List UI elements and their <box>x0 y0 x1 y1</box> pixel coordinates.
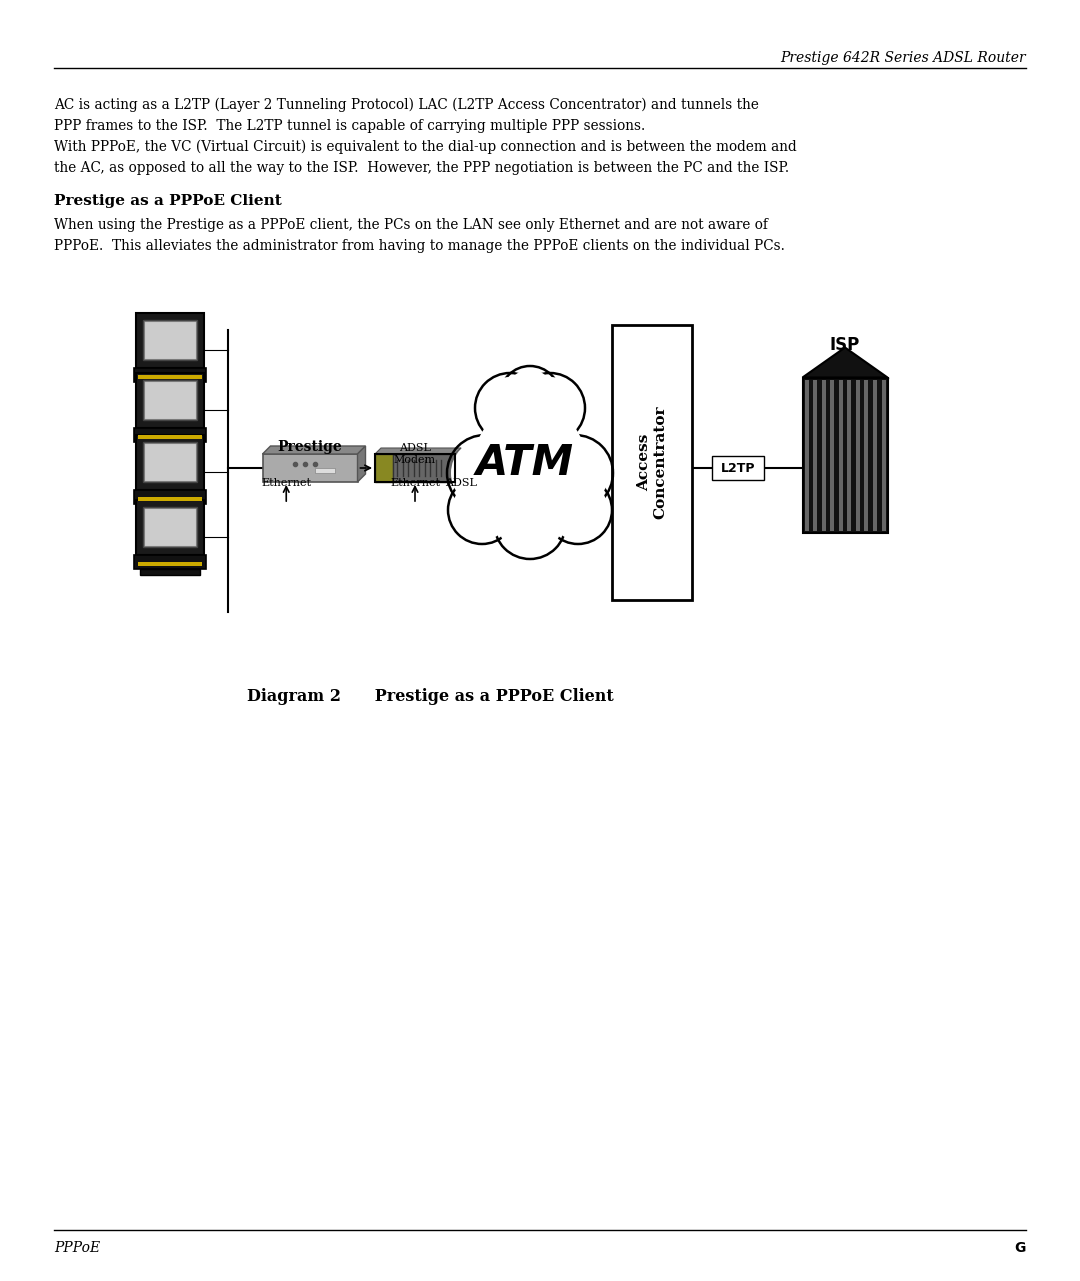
Bar <box>144 322 195 359</box>
Bar <box>822 379 825 530</box>
Bar <box>805 379 809 530</box>
Bar <box>315 468 335 473</box>
Circle shape <box>475 373 545 443</box>
Text: ADSL: ADSL <box>445 478 477 488</box>
Circle shape <box>548 480 608 541</box>
Circle shape <box>494 487 566 559</box>
Bar <box>375 453 455 482</box>
Bar <box>134 368 206 382</box>
Circle shape <box>482 410 578 506</box>
Bar <box>134 489 206 503</box>
Bar <box>839 379 842 530</box>
Circle shape <box>451 439 519 507</box>
Polygon shape <box>375 448 461 453</box>
Bar <box>873 379 877 530</box>
Bar <box>140 503 200 510</box>
Bar <box>831 379 834 530</box>
Text: L2TP: L2TP <box>720 461 755 474</box>
Circle shape <box>447 436 523 511</box>
Text: ATM: ATM <box>476 442 573 484</box>
Bar <box>143 507 197 547</box>
Bar <box>612 325 692 600</box>
Bar <box>140 382 200 387</box>
FancyBboxPatch shape <box>136 373 204 428</box>
Bar <box>144 380 195 419</box>
Circle shape <box>519 377 581 439</box>
Text: PPPoE.  This alleviates the administrator from having to manage the PPPoE client: PPPoE. This alleviates the administrator… <box>54 240 785 254</box>
Circle shape <box>544 477 612 544</box>
Bar <box>138 497 202 501</box>
Text: Access
Concentrator: Access Concentrator <box>637 406 667 519</box>
Bar <box>144 509 195 546</box>
Text: the AC, as opposed to all the way to the ISP.  However, the PPP negotiation is b: the AC, as opposed to all the way to the… <box>54 161 789 175</box>
FancyBboxPatch shape <box>136 500 204 555</box>
Circle shape <box>448 477 516 544</box>
Bar <box>813 379 818 530</box>
FancyBboxPatch shape <box>136 434 204 489</box>
Circle shape <box>498 491 562 555</box>
Polygon shape <box>802 347 888 378</box>
Text: Prestige: Prestige <box>278 439 342 453</box>
Circle shape <box>541 439 609 507</box>
Circle shape <box>504 370 556 421</box>
Circle shape <box>480 377 541 439</box>
Circle shape <box>478 406 582 510</box>
Text: G: G <box>1014 1241 1026 1255</box>
Bar <box>375 453 393 482</box>
Text: Diagram 2      Prestige as a PPPoE Client: Diagram 2 Prestige as a PPPoE Client <box>246 688 613 705</box>
Bar <box>138 434 202 438</box>
Text: Ethernet: Ethernet <box>390 478 440 488</box>
Text: AC is acting as a L2TP (Layer 2 Tunneling Protocol) LAC (L2TP Access Concentrato: AC is acting as a L2TP (Layer 2 Tunnelin… <box>54 99 759 113</box>
Bar <box>393 453 455 482</box>
Bar <box>138 561 202 565</box>
Bar <box>855 379 860 530</box>
Bar <box>881 379 886 530</box>
Bar <box>138 374 202 378</box>
Polygon shape <box>455 448 461 482</box>
Text: When using the Prestige as a PPPoE client, the PCs on the LAN see only Ethernet : When using the Prestige as a PPPoE clien… <box>54 218 768 232</box>
Circle shape <box>453 480 512 541</box>
Text: PPP frames to the ISP.  The L2TP tunnel is capable of carrying multiple PPP sess: PPP frames to the ISP. The L2TP tunnel i… <box>54 119 645 133</box>
Text: ADSL
Modem: ADSL Modem <box>394 443 436 465</box>
Bar <box>140 442 200 447</box>
Text: PPPoE: PPPoE <box>54 1241 100 1255</box>
Text: With PPPoE, the VC (Virtual Circuit) is equivalent to the dial-up connection and: With PPPoE, the VC (Virtual Circuit) is … <box>54 140 797 155</box>
Circle shape <box>515 373 585 443</box>
Bar <box>712 456 764 480</box>
Bar <box>848 379 851 530</box>
Bar <box>802 378 888 533</box>
Bar <box>262 453 357 482</box>
Polygon shape <box>262 446 365 453</box>
Text: Prestige as a PPPoE Client: Prestige as a PPPoE Client <box>54 193 282 208</box>
Bar <box>143 380 197 420</box>
Bar <box>134 555 206 569</box>
Polygon shape <box>357 446 365 482</box>
Text: ISP: ISP <box>829 336 860 354</box>
Bar <box>134 428 206 442</box>
Bar <box>143 442 197 482</box>
Text: Prestige 642R Series ADSL Router: Prestige 642R Series ADSL Router <box>781 51 1026 65</box>
FancyBboxPatch shape <box>136 313 204 368</box>
Text: Ethernet: Ethernet <box>261 478 311 488</box>
Bar <box>143 320 197 360</box>
Bar <box>864 379 868 530</box>
Ellipse shape <box>473 404 588 533</box>
Circle shape <box>537 436 613 511</box>
Bar <box>144 443 195 480</box>
Circle shape <box>500 366 561 427</box>
Bar <box>140 569 200 574</box>
